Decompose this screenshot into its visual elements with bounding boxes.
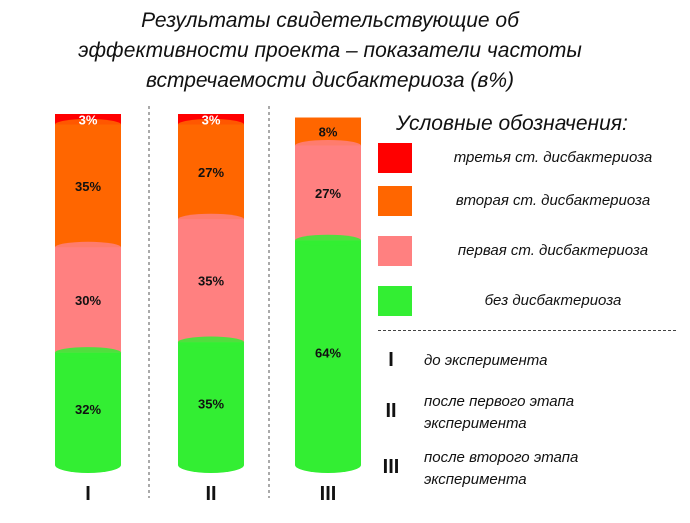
bar-segment-edge (178, 336, 244, 348)
legend-swatch (378, 236, 412, 266)
chart-title: Результаты свидетельствующие об эффектив… (30, 6, 630, 96)
legend-label: вторая ст. дисбактериоза (455, 192, 651, 209)
data-label: 27% (198, 165, 224, 180)
data-label: 64% (315, 346, 341, 361)
bar-segment-edge (295, 234, 361, 246)
data-label: 32% (75, 402, 101, 417)
data-label: 35% (198, 397, 224, 412)
note-numeral: II (385, 400, 397, 422)
legend-title: Условные обозначения: (396, 112, 628, 135)
title-line: эффективности проекта – показатели часто… (78, 39, 582, 62)
data-label: 3% (79, 112, 98, 127)
bar-segment (55, 124, 121, 248)
legend-item-second-degree: вторая ст. дисбактериоза (378, 186, 678, 222)
legend-item-first-degree: первая ст. дисбактериоза (378, 236, 678, 272)
bar-segment (55, 247, 121, 353)
bar-segment-edge (178, 118, 244, 131)
title-line: Результаты свидетельствующие об (141, 9, 519, 32)
note-line: эксперимента (424, 471, 527, 488)
legend-item-no-dysbacteriosis: без дисбактериоза (378, 286, 678, 322)
note-text: после второго этапа эксперимента (424, 447, 674, 491)
note-text: после первого этапа эксперимента (424, 391, 674, 435)
note-numeral: I (388, 349, 394, 371)
legend-label: без дисбактериоза (484, 292, 622, 309)
data-label: 8% (319, 125, 338, 140)
legend-label: третья ст. дисбактериоза (453, 149, 653, 166)
data-label: 35% (75, 179, 101, 194)
category-label-II: II (205, 483, 216, 505)
legend-swatch (378, 286, 412, 316)
category-label-I: I (85, 483, 91, 505)
data-label: 30% (75, 293, 101, 308)
data-label: 35% (198, 274, 224, 289)
legend-divider (378, 330, 676, 331)
note-text: до эксперимента (424, 350, 674, 372)
bar-segment (178, 219, 244, 343)
bar-segment (178, 124, 244, 220)
legend-item-third-degree: третья ст. дисбактериоза (378, 143, 678, 179)
category-label-III: III (320, 483, 337, 505)
bar-segment-edge (55, 118, 121, 131)
bar-segment (295, 145, 361, 241)
bar-segment (55, 352, 121, 465)
bar-segment (178, 342, 244, 465)
bar-segment-edge (178, 213, 244, 225)
note-numeral: III (382, 456, 400, 478)
bar-segment (295, 240, 361, 465)
note-line: эксперимента (424, 415, 527, 432)
legend-label: первая ст. дисбактериоза (457, 242, 649, 259)
bar-segment-edge (55, 241, 121, 253)
data-label: 3% (202, 112, 221, 127)
bar-segment-edge (55, 347, 121, 359)
legend-swatch (378, 143, 412, 173)
note-line: после первого этапа (424, 393, 575, 410)
bar-segment-edge (295, 139, 361, 152)
data-label: 27% (315, 186, 341, 201)
note-line: до эксперимента (424, 352, 548, 369)
note-line: после второго этапа (424, 449, 579, 466)
legend-swatch (378, 186, 412, 216)
title-line: встречаемости дисбактериоза (в%) (145, 69, 515, 92)
